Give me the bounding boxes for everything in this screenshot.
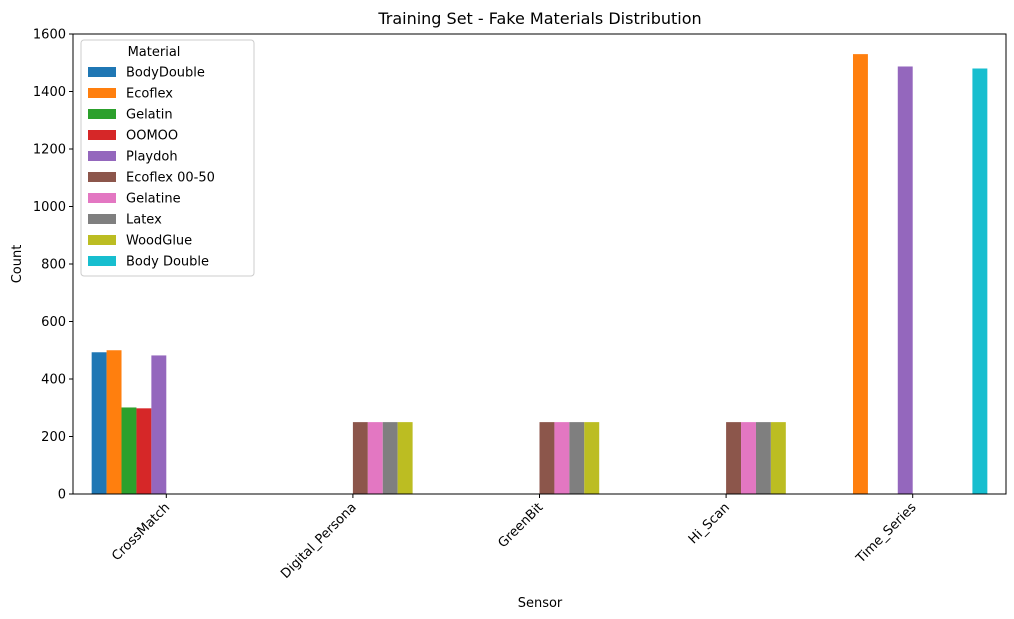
legend-swatch [88,109,116,119]
bar-hi-scan-ecoflex-00-50 [726,422,742,494]
bar-digital-persona-gelatine [367,422,383,494]
bar-digital-persona-ecoflex-00-50 [352,422,368,494]
legend-label: Ecoflex 00-50 [126,171,215,186]
bar-crossmatch-playdoh [151,355,167,494]
legend-label: Gelatin [126,108,173,123]
bar-digital-persona-latex [382,422,398,494]
legend-swatch [88,256,116,266]
y-tick-label: 1600 [33,28,66,43]
legend-box [80,39,255,277]
x-tick-label: Hi_Scan [686,500,733,547]
bar-digital-persona-woodglue [397,422,413,494]
bar-crossmatch-gelatin [121,407,137,494]
legend-title: Material [128,45,181,60]
plot-frame [72,33,1007,495]
legend-swatch [88,235,116,245]
legend-label: Playdoh [126,150,178,165]
x-tick-label: Time_Series [853,500,920,567]
y-tick-label: 1400 [33,85,66,100]
legend-label: Latex [126,213,162,228]
bar-hi-scan-latex [755,422,771,494]
x-axis-title: Sensor [518,596,563,611]
y-tick-label: 600 [41,315,66,330]
bar-greenbit-ecoflex-00-50 [539,422,555,494]
bars-group [91,54,988,495]
legend-swatch [88,88,116,98]
bar-time-series-ecoflex [852,54,868,494]
y-axis: 0 200 400 600 800 1000 1200 1400 1600 [33,28,73,503]
bar-time-series-body-double [972,68,988,494]
legend-label: Gelatine [126,192,181,207]
legend-label: Ecoflex [126,87,173,102]
y-tick-label: 1000 [33,200,66,215]
bar-greenbit-gelatine [554,422,570,494]
bar-hi-scan-gelatine [741,422,756,494]
legend-swatch [88,67,116,77]
y-tick-label: 800 [41,258,66,273]
x-axis: CrossMatch Digital_Persona GreenBit Hi_Scan… [109,494,920,582]
bar-hi-scan-woodglue [770,422,786,494]
legend-swatch [88,214,116,224]
legend: Material BodyDouble Ecoflex Gelatin OOMOO Pl… [80,39,255,277]
legend-label: Body Double [126,255,209,270]
bar-crossmatch-ecoflex [106,350,122,494]
legend-swatch [88,130,116,140]
legend-label: WoodGlue [126,234,192,249]
x-tick-label: CrossMatch [109,500,173,564]
bar-crossmatch-bodydouble [91,352,107,494]
legend-swatch [88,172,116,182]
bar-greenbit-woodglue [584,422,600,494]
y-tick-label: 400 [41,373,66,388]
bar-greenbit-latex [569,422,585,494]
y-tick-label: 0 [58,488,66,503]
legend-swatch [88,151,116,161]
y-tick-label: 1200 [33,143,66,158]
x-tick-label: GreenBit [495,500,546,551]
legend-label: BodyDouble [126,66,205,81]
chart-title: Training Set - Fake Materials Distributi… [377,9,701,28]
y-tick-label: 200 [41,430,66,445]
x-tick-label: Digital_Persona [278,500,360,582]
bar-crossmatch-oomoo [136,408,152,494]
bar-time-series-playdoh [897,66,913,495]
legend-swatch [88,193,116,203]
legend-label: OOMOO [126,129,178,144]
y-axis-title: Count [10,245,25,284]
